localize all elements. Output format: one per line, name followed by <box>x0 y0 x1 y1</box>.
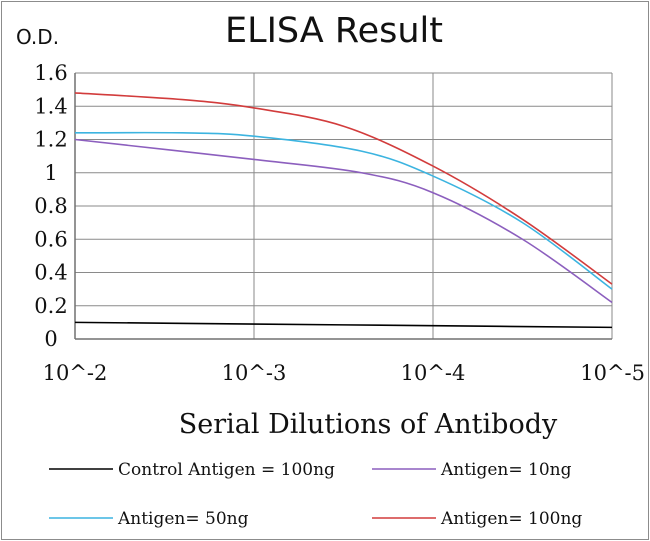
x-tick-label: 10^-4 <box>401 361 466 385</box>
x-tick-label: 10^-5 <box>580 361 645 385</box>
x-tick-label: 10^-2 <box>43 361 108 385</box>
y-tick-label: 0.8 <box>34 194 67 218</box>
legend-label-1: Antigen= 10ng <box>440 460 572 480</box>
y-tick-label: 1 <box>44 161 57 185</box>
legend-label-3: Antigen= 100ng <box>440 509 582 529</box>
x-tick-labels: 10^-2 10^-3 10^-4 10^-5 <box>43 361 645 385</box>
series-lines <box>74 92 613 329</box>
y-tick-label: 0.6 <box>34 227 67 251</box>
series-line-3 <box>74 92 613 285</box>
grid-lines <box>75 72 613 339</box>
chart-title: ELISA Result <box>225 11 443 51</box>
legend-label-0: Control Antigen = 100ng <box>118 460 335 480</box>
y-tick-labels: 0 0.2 0.4 0.6 0.8 1 1.2 1.4 1.6 <box>34 61 67 351</box>
legend-label-2: Antigen= 50ng <box>117 509 249 529</box>
axes <box>74 73 612 340</box>
series-line-1 <box>74 138 613 304</box>
x-tick-label: 10^-3 <box>222 361 287 385</box>
x-axis-label: Serial Dilutions of Antibody <box>179 409 558 440</box>
y-tick-label: 0.2 <box>34 294 67 318</box>
y-tick-label: 1.4 <box>34 94 67 118</box>
y-tick-label: 0 <box>44 327 57 351</box>
y-axis-label: O.D. <box>16 25 59 49</box>
y-tick-label: 1.2 <box>34 128 67 152</box>
series-line-2 <box>74 131 613 290</box>
series-line-0 <box>74 321 613 329</box>
y-tick-label: 0.4 <box>34 261 67 285</box>
y-tick-label: 1.6 <box>34 61 67 85</box>
legend: Control Antigen = 100ng Antigen= 10ng Anti… <box>49 460 582 529</box>
